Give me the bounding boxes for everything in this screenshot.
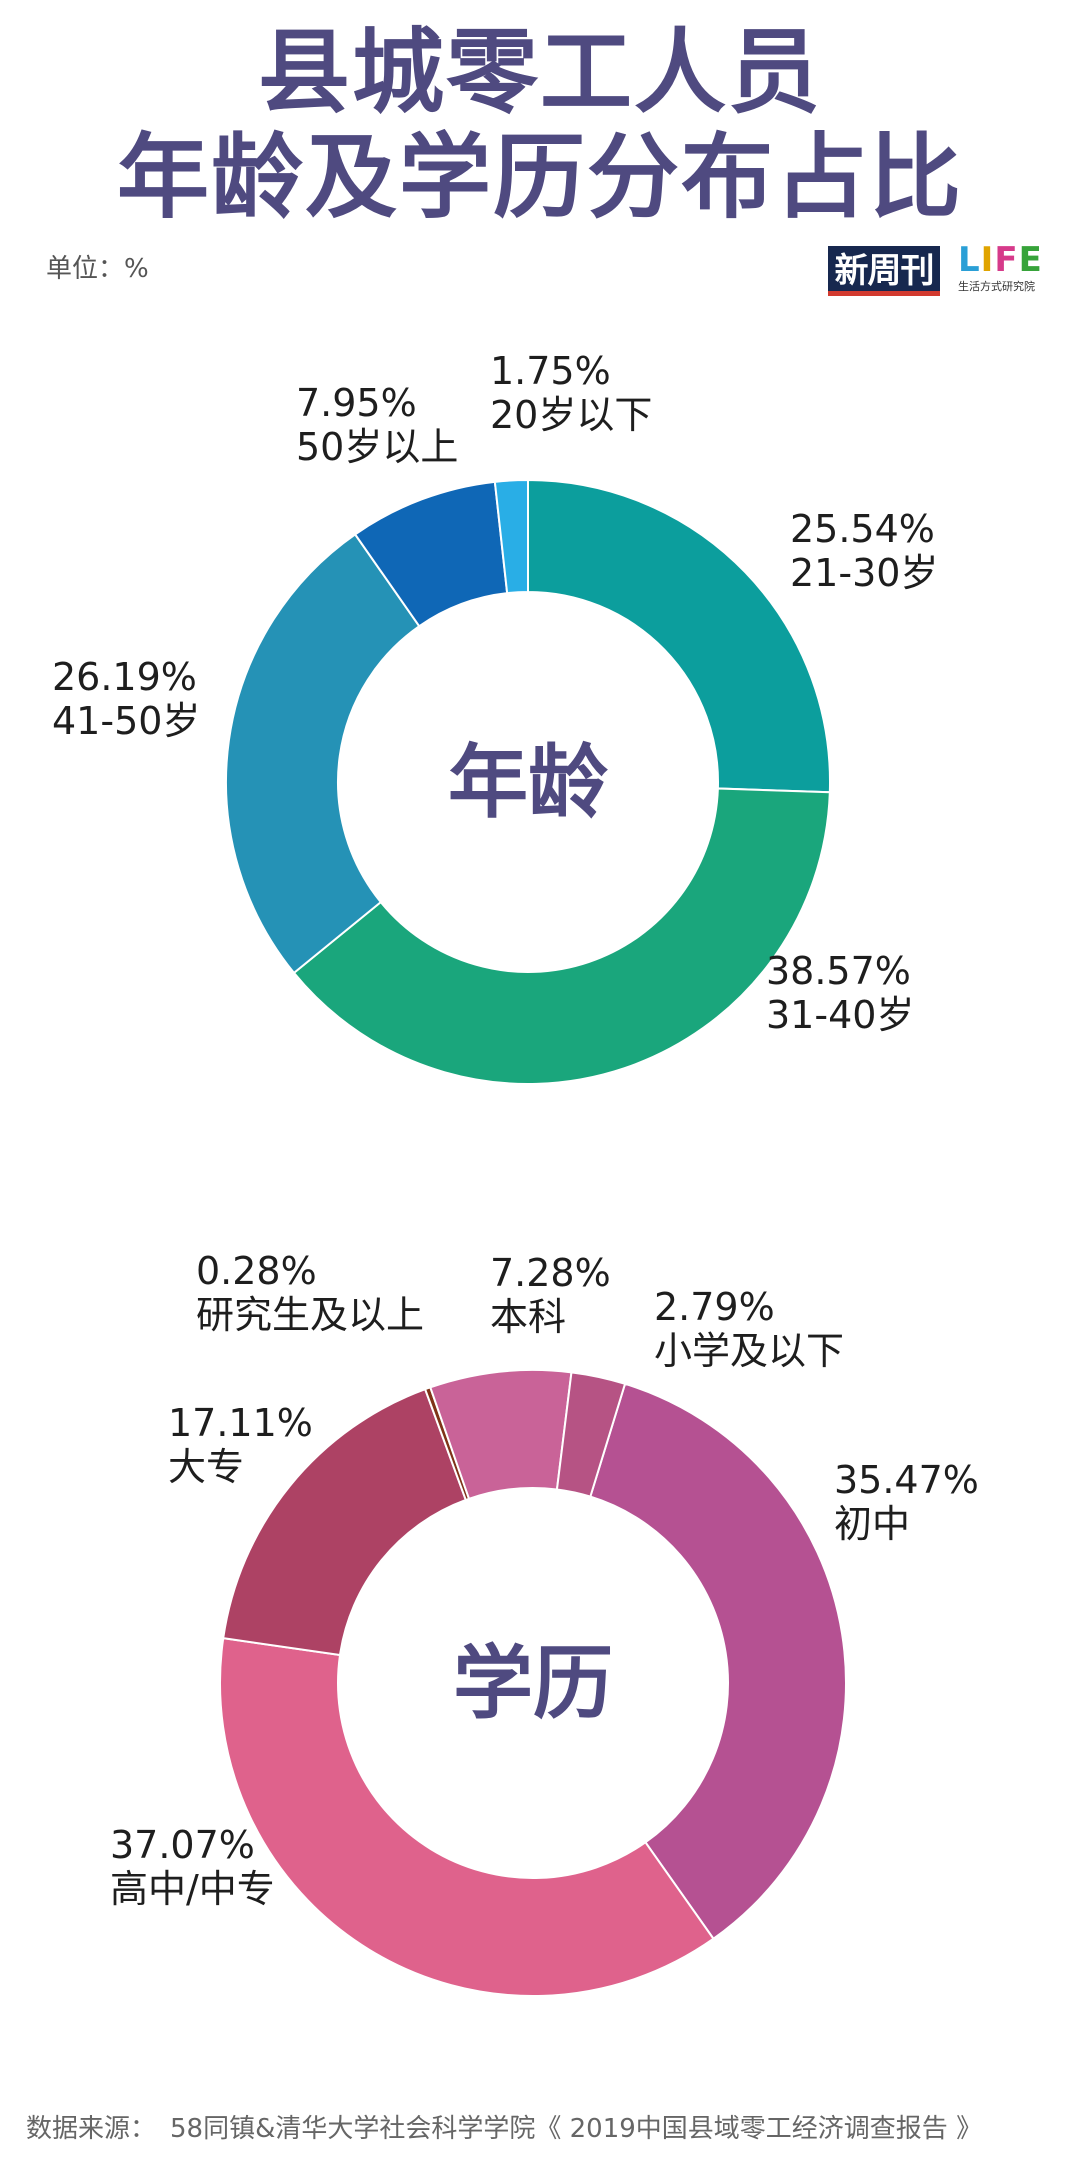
slice-category-label: 本科 — [490, 1295, 566, 1339]
xinzhoukan-logo: 新周刊 — [828, 246, 940, 296]
slice-value-label: 37.07% — [110, 1823, 255, 1867]
life-logo: LIFE 生活方式研究院 — [958, 242, 1048, 298]
donut-slice-0 — [589, 1382, 847, 1941]
life-logo-word: LIFE — [958, 240, 1043, 280]
donut-center-label: 年龄 — [448, 736, 608, 829]
slice-category-label: 20岁以下 — [490, 393, 652, 437]
source-footer: 数据来源： 58同镇&清华大学社会科学学院《 2019中国县域零工经济调查报告 》 — [26, 2108, 982, 2145]
slice-category-label: 初中 — [834, 1502, 910, 1546]
slice-value-label: 7.95% — [296, 381, 417, 425]
slice-value-label: 17.11% — [168, 1401, 313, 1445]
unit-label: 单位：% — [46, 254, 149, 284]
slice-category-label: 高中/中专 — [110, 1867, 275, 1911]
slice-label-2: 17.11%大专 — [168, 1401, 313, 1489]
donut-slice-5 — [555, 1371, 627, 1498]
slice-label-0: 25.54%21-30岁 — [790, 507, 938, 595]
slice-label-3: 7.95%50岁以上 — [296, 381, 458, 469]
slice-label-4: 1.75%20岁以下 — [490, 349, 652, 437]
source-label: 数据来源： — [26, 2114, 157, 2144]
slice-value-label: 7.28% — [490, 1251, 611, 1295]
donut-slice-2 — [225, 532, 421, 975]
donut-slice-1 — [218, 1636, 715, 1997]
slice-value-label: 25.54% — [790, 507, 935, 551]
page-title-line2: 年龄及学历分布占比 — [116, 124, 963, 231]
slice-label-0: 35.47%初中 — [834, 1458, 979, 1546]
slice-category-label: 50岁以上 — [296, 425, 458, 469]
slice-category-label: 31-40岁 — [766, 993, 914, 1037]
education-donut-chart: 35.47%初中 37.07%高中/中专 17.11%大专 0.28%研究生及以上 7.… — [110, 1249, 979, 1997]
slice-label-2: 26.19%41-50岁 — [52, 655, 200, 743]
source-text: 58同镇&清华大学社会科学学院《 2019中国县域零工经济调查报告 》 — [170, 2114, 983, 2144]
slice-value-label: 2.79% — [654, 1285, 775, 1329]
slice-label-1: 37.07%高中/中专 — [110, 1823, 275, 1911]
slice-category-label: 大专 — [168, 1445, 244, 1489]
life-logo-subtitle: 生活方式研究院 — [958, 280, 1035, 293]
slice-value-label: 1.75% — [490, 349, 611, 393]
donut-center-label: 学历 — [453, 1637, 613, 1730]
slice-label-1: 38.57%31-40岁 — [766, 949, 914, 1037]
slice-value-label: 0.28% — [196, 1249, 317, 1293]
slice-category-label: 21-30岁 — [790, 551, 938, 595]
slice-label-4: 7.28%本科 — [490, 1251, 611, 1339]
donut-slice-4 — [493, 478, 529, 595]
slice-category-label: 小学及以下 — [654, 1329, 844, 1373]
slice-label-5: 2.79%小学及以下 — [654, 1285, 844, 1373]
slice-category-label: 研究生及以上 — [196, 1293, 424, 1337]
slice-label-3: 0.28%研究生及以上 — [196, 1249, 424, 1337]
slice-value-label: 35.47% — [834, 1458, 979, 1502]
donut-slice-0 — [527, 478, 831, 794]
slice-category-label: 41-50岁 — [52, 699, 200, 743]
slice-value-label: 26.19% — [52, 655, 197, 699]
age-donut-chart: 25.54%21-30岁 38.57%31-40岁 26.19%41-50岁 7.95… — [52, 349, 938, 1085]
donut-slice-1 — [292, 787, 831, 1085]
slice-value-label: 38.57% — [766, 949, 911, 993]
page-title-line1: 县城零工人员 — [257, 19, 822, 126]
